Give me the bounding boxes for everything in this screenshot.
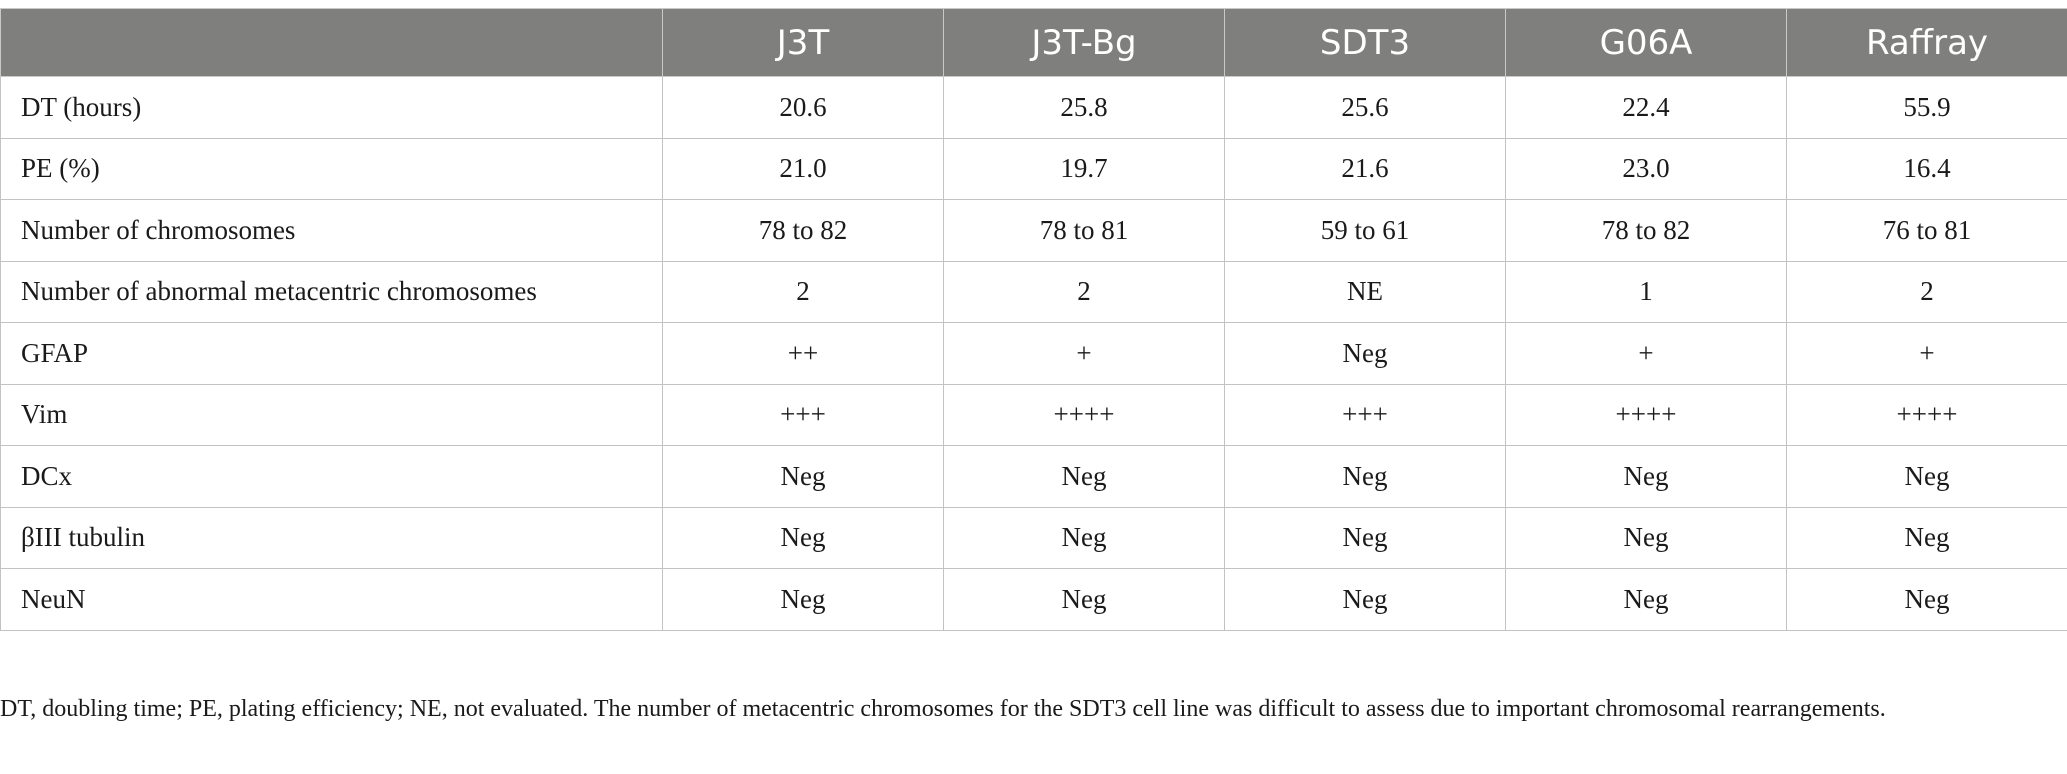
table-cell: ++++	[1786, 383, 2067, 446]
row-label-cell: NeuN	[0, 568, 663, 631]
header-cell-j3t-bg: J3T-Bg	[943, 8, 1225, 77]
data-table: J3T J3T-Bg SDT3 G06A Raffray DT (hours) 2…	[0, 8, 2067, 631]
table-row: Vim +++ ++++ +++ ++++ ++++	[0, 383, 2067, 446]
header-cell-g06a: G06A	[1505, 8, 1787, 77]
row-label-cell: Number of chromosomes	[0, 199, 663, 262]
row-label-cell: Vim	[0, 383, 663, 446]
table-cell: 55.9	[1786, 76, 2067, 139]
table-cell: 23.0	[1505, 137, 1787, 200]
table-cell: 22.4	[1505, 76, 1787, 139]
table-header: J3T J3T-Bg SDT3 G06A Raffray	[0, 8, 2067, 77]
table-cell: 2	[1786, 260, 2067, 323]
table-cell: 2	[662, 260, 944, 323]
table-cell: Neg	[1505, 445, 1787, 508]
table-cell: 76 to 81	[1786, 199, 2067, 262]
table-cell: Neg	[943, 445, 1225, 508]
table-cell: 21.0	[662, 137, 944, 200]
table-cell: Neg	[943, 506, 1225, 569]
table-body: DT (hours) 20.6 25.8 25.6 22.4 55.9 PE (%) 21.0…	[0, 76, 2067, 631]
header-row: J3T J3T-Bg SDT3 G06A Raffray	[0, 8, 2067, 77]
table-cell: 78 to 82	[1505, 199, 1787, 262]
table-cell: Neg	[1224, 568, 1506, 631]
table-row: PE (%) 21.0 19.7 21.6 23.0 16.4	[0, 137, 2067, 200]
table-footnote: DT, doubling time; PE, plating efficienc…	[0, 696, 1886, 722]
table-cell: +++	[1224, 383, 1506, 446]
table-cell: +	[1505, 322, 1787, 385]
table-cell: +++	[662, 383, 944, 446]
table-cell: Neg	[1786, 568, 2067, 631]
header-cell-sdt3: SDT3	[1224, 8, 1506, 77]
table-cell: 78 to 81	[943, 199, 1225, 262]
table-row: GFAP ++ + Neg + +	[0, 322, 2067, 385]
table-cell: 78 to 82	[662, 199, 944, 262]
table-cell: Neg	[1505, 506, 1787, 569]
table-cell: Neg	[662, 568, 944, 631]
header-cell-j3t: J3T	[662, 8, 944, 77]
table-cell: 1	[1505, 260, 1787, 323]
table-row: NeuN Neg Neg Neg Neg Neg	[0, 568, 2067, 631]
table-cell: 16.4	[1786, 137, 2067, 200]
table-cell: Neg	[662, 506, 944, 569]
table-cell: Neg	[1786, 506, 2067, 569]
table-cell: 59 to 61	[1224, 199, 1506, 262]
table-row: Number of abnormal metacentric chromosom…	[0, 260, 2067, 323]
header-cell-empty	[0, 8, 663, 77]
table-cell: +	[1786, 322, 2067, 385]
table-cell: NE	[1224, 260, 1506, 323]
row-label-cell: DCx	[0, 445, 663, 508]
table-cell: 25.8	[943, 76, 1225, 139]
table-row: βIII tubulin Neg Neg Neg Neg Neg	[0, 506, 2067, 569]
header-cell-raffray: Raffray	[1786, 8, 2067, 77]
table-cell: Neg	[943, 568, 1225, 631]
row-label-cell: βIII tubulin	[0, 506, 663, 569]
table-cell: Neg	[1224, 445, 1506, 508]
table-cell: Neg	[1224, 322, 1506, 385]
table-cell: ++++	[1505, 383, 1787, 446]
table-row: Number of chromosomes 78 to 82 78 to 81 59 …	[0, 199, 2067, 262]
table-row: DCx Neg Neg Neg Neg Neg	[0, 445, 2067, 508]
row-label-cell: GFAP	[0, 322, 663, 385]
row-label-cell: PE (%)	[0, 137, 663, 200]
table-cell: 20.6	[662, 76, 944, 139]
table-cell: 19.7	[943, 137, 1225, 200]
table-cell: 21.6	[1224, 137, 1506, 200]
table-cell: Neg	[1505, 568, 1787, 631]
row-label-cell: DT (hours)	[0, 76, 663, 139]
table-cell: +	[943, 322, 1225, 385]
table-cell: Neg	[662, 445, 944, 508]
table-cell: Neg	[1224, 506, 1506, 569]
table-cell: ++	[662, 322, 944, 385]
table-row: DT (hours) 20.6 25.8 25.6 22.4 55.9	[0, 76, 2067, 139]
data-table-container: J3T J3T-Bg SDT3 G06A Raffray DT (hours) 2…	[0, 8, 2067, 631]
table-cell: ++++	[943, 383, 1225, 446]
table-cell: Neg	[1786, 445, 2067, 508]
row-label-cell: Number of abnormal metacentric chromosom…	[0, 260, 663, 323]
table-cell: 25.6	[1224, 76, 1506, 139]
table-cell: 2	[943, 260, 1225, 323]
